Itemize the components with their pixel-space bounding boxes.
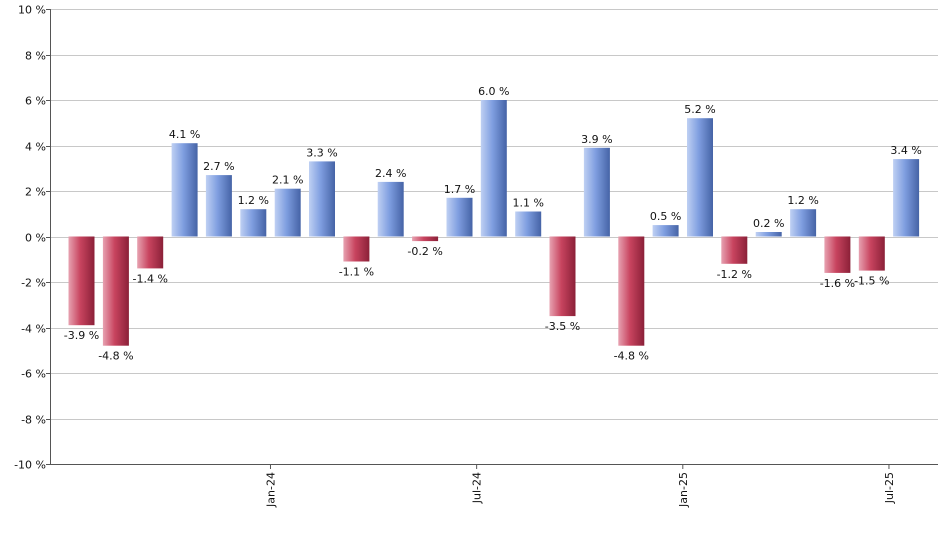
data-labels: -3.9 %-4.8 %-1.4 %4.1 %2.7 %1.2 %2.1 %3.… xyxy=(64,85,922,363)
data-label: -3.5 % xyxy=(545,320,580,333)
data-label: 1.2 % xyxy=(238,194,269,207)
data-label: -1.6 % xyxy=(820,277,855,290)
bar-negative xyxy=(549,236,576,317)
bar-negative xyxy=(68,236,95,326)
y-tick-label: 6 % xyxy=(25,95,46,108)
bar-positive xyxy=(171,143,198,237)
bars xyxy=(68,100,920,346)
bar-positive xyxy=(274,188,301,237)
bar-positive xyxy=(480,100,507,237)
data-label: 3.3 % xyxy=(306,146,337,159)
y-tick-label: -4 % xyxy=(21,323,46,336)
y-axis-tick-labels: -10 % -8 % -6 % -4 % -2 % 0 % 2 % 4 % 6 % 8 % 10 % xyxy=(14,4,46,472)
data-label: -1.5 % xyxy=(854,275,889,288)
x-tick-label: Jul-24 xyxy=(471,472,484,504)
bar-positive xyxy=(687,118,713,237)
y-tick-label: 4 % xyxy=(25,141,46,154)
y-tick-label: 8 % xyxy=(25,50,46,63)
data-label: 1.1 % xyxy=(512,197,543,210)
data-label: -4.8 % xyxy=(98,350,133,363)
data-label: 4.1 % xyxy=(169,128,200,141)
bar-positive xyxy=(583,147,610,237)
bar-negative xyxy=(618,236,645,346)
bar-positive xyxy=(240,209,267,237)
y-tick-label: -2 % xyxy=(21,277,46,290)
bar-negative xyxy=(137,236,164,269)
data-label: 3.4 % xyxy=(890,144,921,157)
bar-negative xyxy=(858,236,885,271)
axes xyxy=(50,9,938,465)
data-label: 3.9 % xyxy=(581,133,612,146)
bar-positive xyxy=(377,181,404,237)
bar-positive xyxy=(515,211,542,237)
bar-positive xyxy=(790,209,817,237)
x-tick-label: Jan-24 xyxy=(265,472,278,508)
y-tick-label: 2 % xyxy=(25,186,46,199)
bar-positive xyxy=(309,161,335,237)
x-axis-tick-labels: Jan-24 Jul-24 Jan-25 Jul-25 xyxy=(265,464,896,508)
data-label: -3.9 % xyxy=(64,329,99,342)
data-label: 2.1 % xyxy=(272,174,303,187)
y-tick-label: -8 % xyxy=(21,414,46,427)
y-tick-label: -10 % xyxy=(14,459,46,472)
gridlines xyxy=(46,9,938,465)
bar-negative xyxy=(102,236,129,346)
x-tick-label: Jan-25 xyxy=(677,472,690,508)
y-tick-label: 10 % xyxy=(18,4,46,17)
bar-negative xyxy=(412,236,439,242)
data-label: -1.4 % xyxy=(132,272,167,285)
data-label: 2.7 % xyxy=(203,160,234,173)
data-label: 5.2 % xyxy=(684,103,715,116)
bar-positive xyxy=(205,175,232,237)
data-label: 0.2 % xyxy=(753,217,784,230)
data-label: 6.0 % xyxy=(478,85,509,98)
bar-positive xyxy=(755,232,782,237)
bar-negative xyxy=(824,236,851,273)
y-tick-label: 0 % xyxy=(25,232,46,245)
data-label: 1.7 % xyxy=(444,183,475,196)
data-label: -1.1 % xyxy=(339,266,374,279)
data-label: 0.5 % xyxy=(650,210,681,223)
data-label: 2.4 % xyxy=(375,167,406,180)
data-label: -1.2 % xyxy=(717,268,752,281)
bar-negative xyxy=(721,236,748,264)
x-tick-label: Jul-25 xyxy=(883,472,896,504)
data-label: 1.2 % xyxy=(787,194,818,207)
bar-positive xyxy=(652,225,679,237)
data-label: -4.8 % xyxy=(614,350,649,363)
bar-positive xyxy=(893,159,920,237)
data-label: -0.2 % xyxy=(407,245,442,258)
bar-negative xyxy=(343,236,370,262)
y-tick-label: -6 % xyxy=(21,368,46,381)
bar-positive xyxy=(446,197,473,237)
